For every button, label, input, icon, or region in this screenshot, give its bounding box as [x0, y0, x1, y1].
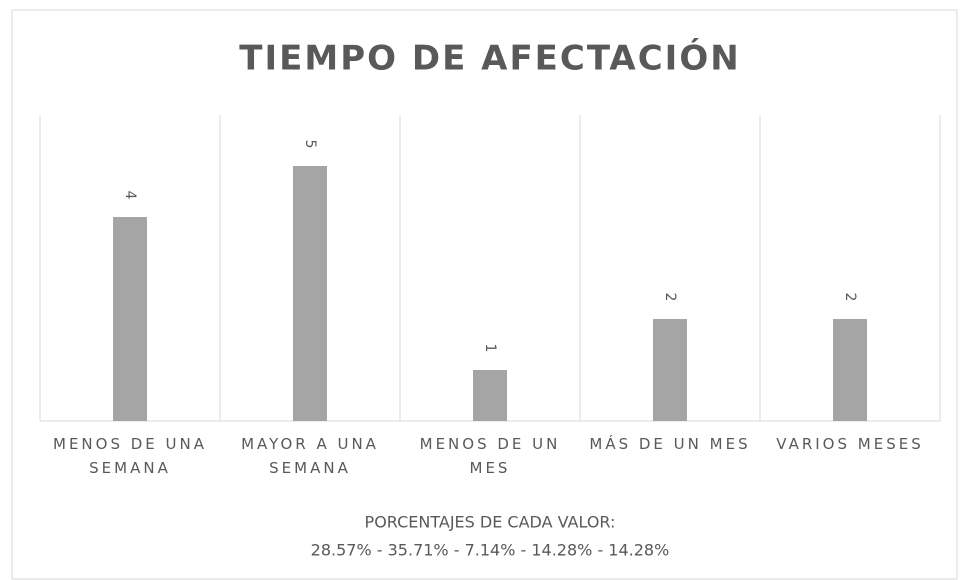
data-label: 4 — [122, 191, 138, 200]
data-label: 2 — [662, 293, 678, 302]
bar — [293, 166, 327, 421]
bar — [833, 319, 867, 421]
data-label: 2 — [842, 293, 858, 302]
bar — [653, 319, 687, 421]
x-tick-label: MAYOR A UNA SEMANA — [241, 435, 379, 477]
bar — [113, 217, 147, 421]
chart-frame — [11, 9, 958, 580]
chart-title: TIEMPO DE AFECTACIÓN — [239, 38, 740, 79]
data-label: 5 — [302, 140, 318, 149]
x-tick-label: VARIOS MESES — [776, 435, 924, 453]
x-axis-label: PORCENTAJES DE CADA VALOR: — [365, 513, 616, 532]
annotation: 28.57% - 35.71% - 7.14% - 14.28% - 14.28… — [311, 541, 670, 560]
bar — [473, 370, 507, 421]
data-label: 1 — [482, 344, 498, 353]
x-tick-label: MENOS DE UN MES — [419, 435, 561, 477]
x-tick-label: MÁS DE UN MES — [589, 435, 751, 453]
x-tick-label: MENOS DE UNA SEMANA — [53, 435, 207, 477]
